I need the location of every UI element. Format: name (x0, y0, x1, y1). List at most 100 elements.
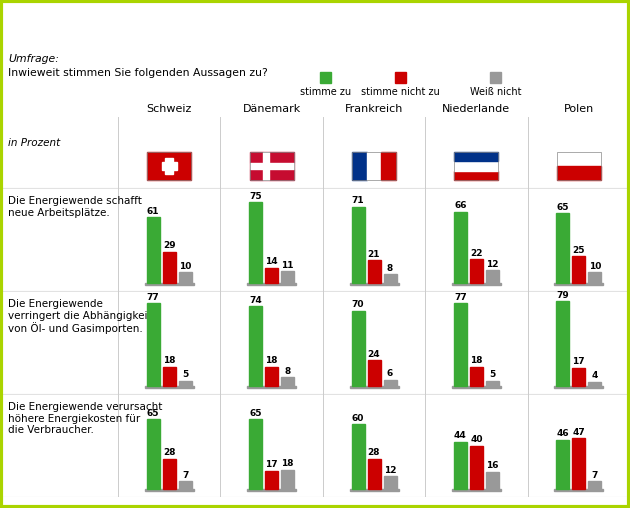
Bar (145, 386, 193, 388)
Bar (454, 152, 498, 180)
Text: Inwieweit stimmen Sie folgenden Aussagen zu?: Inwieweit stimmen Sie folgenden Aussagen… (8, 68, 268, 78)
Bar (163, 252, 176, 283)
Bar (247, 283, 296, 285)
Bar (265, 268, 278, 283)
Bar (249, 152, 294, 180)
Text: 17: 17 (265, 460, 278, 469)
Bar (367, 459, 381, 489)
Text: 16: 16 (486, 461, 499, 470)
Bar (281, 271, 294, 283)
Text: 12: 12 (384, 466, 396, 474)
Text: 7: 7 (592, 471, 598, 480)
Bar (249, 163, 294, 169)
Bar (350, 283, 399, 285)
Bar (265, 471, 278, 489)
Bar (470, 446, 483, 489)
Bar (490, 72, 501, 83)
Bar (263, 152, 270, 180)
Bar (352, 152, 396, 180)
Bar (486, 380, 499, 386)
Text: 5: 5 (182, 370, 188, 379)
Text: Die Energiewende schafft
neue Arbeitsplätze.: Die Energiewende schafft neue Arbeitsplä… (8, 196, 142, 217)
Bar (249, 306, 262, 386)
Bar (557, 152, 601, 180)
Text: 65: 65 (556, 203, 569, 211)
Text: 7: 7 (182, 471, 188, 480)
Bar (163, 459, 176, 489)
Text: in Prozent: in Prozent (8, 138, 60, 148)
Bar (556, 439, 570, 489)
Bar (249, 202, 262, 283)
Bar (554, 489, 604, 491)
Bar (588, 482, 601, 489)
Text: Polen: Polen (564, 104, 594, 114)
Text: Dänemark: Dänemark (243, 104, 301, 114)
Bar (454, 303, 467, 386)
Bar (247, 489, 296, 491)
Text: Umfrage:: Umfrage: (8, 54, 59, 64)
Text: Niederlande: Niederlande (442, 104, 510, 114)
Bar (179, 272, 192, 283)
Text: 8: 8 (387, 264, 393, 273)
Text: 75: 75 (249, 192, 262, 201)
Text: 44: 44 (454, 431, 467, 440)
Text: 77: 77 (454, 293, 467, 302)
Bar (165, 158, 173, 174)
Text: 60: 60 (352, 414, 364, 423)
Text: 18: 18 (470, 356, 483, 365)
Bar (452, 489, 501, 491)
Bar (454, 212, 467, 283)
Bar (249, 419, 262, 489)
Bar (452, 386, 501, 388)
Bar (384, 274, 396, 283)
Bar (556, 213, 570, 283)
Bar (470, 367, 483, 386)
Text: 4: 4 (592, 371, 598, 380)
Bar (367, 152, 381, 180)
Bar (161, 162, 177, 170)
Bar (454, 441, 467, 489)
Bar (281, 469, 294, 489)
Bar (352, 311, 365, 386)
Text: 17: 17 (573, 357, 585, 366)
Text: 11: 11 (282, 261, 294, 270)
Bar (147, 419, 159, 489)
Bar (320, 72, 331, 83)
Text: 18: 18 (265, 356, 278, 365)
Bar (486, 270, 499, 283)
Text: 77: 77 (147, 293, 159, 302)
Bar (367, 261, 381, 283)
Text: 10: 10 (179, 262, 192, 271)
Bar (352, 152, 367, 180)
Text: 46: 46 (556, 429, 569, 438)
Text: 65: 65 (147, 408, 159, 418)
Bar (381, 152, 396, 180)
Bar (247, 386, 296, 388)
Bar (395, 72, 406, 83)
Text: 40: 40 (470, 435, 483, 444)
Bar (384, 476, 396, 489)
Text: 28: 28 (368, 449, 381, 457)
Text: 21: 21 (368, 250, 381, 259)
Bar (179, 482, 192, 489)
Text: Die Energiewende
verringert die Abhängigkeit
von Öl- und Gasimporten.: Die Energiewende verringert die Abhängig… (8, 299, 152, 334)
Bar (588, 272, 601, 283)
Text: 24: 24 (368, 350, 381, 359)
Bar (350, 489, 399, 491)
Text: 71: 71 (352, 196, 364, 205)
Bar (454, 152, 498, 162)
Text: 61: 61 (147, 207, 159, 216)
Bar (384, 379, 396, 386)
Text: Weiß nicht: Weiß nicht (470, 87, 521, 97)
Bar (454, 171, 498, 180)
Bar (470, 259, 483, 283)
Bar (554, 386, 604, 388)
Text: 6: 6 (387, 369, 393, 378)
Bar (147, 152, 191, 180)
Text: 10: 10 (588, 262, 601, 271)
Bar (557, 152, 601, 166)
Bar (454, 162, 498, 171)
Bar (163, 367, 176, 386)
Text: 5: 5 (490, 370, 496, 379)
Bar (367, 360, 381, 386)
